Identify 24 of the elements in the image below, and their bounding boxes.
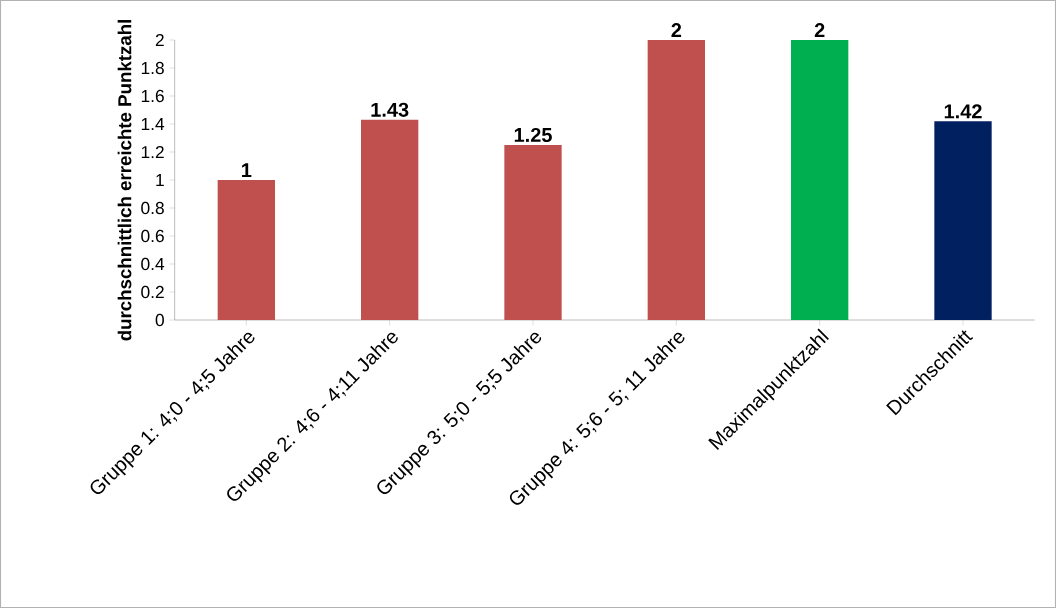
bar xyxy=(791,40,849,320)
y-tick-label: 0.6 xyxy=(141,229,164,243)
y-tick-label: 0.2 xyxy=(141,285,164,299)
bar xyxy=(361,119,419,320)
y-tick-label: 1.8 xyxy=(141,61,164,75)
bar xyxy=(647,40,705,320)
y-tick-label: 1.4 xyxy=(141,118,165,130)
data-label: 1.42 xyxy=(944,104,982,119)
y-tick-label: 2 xyxy=(155,33,164,47)
data-label: 1.43 xyxy=(371,102,409,117)
bar xyxy=(934,121,992,320)
y-tick-label: 0.4 xyxy=(141,257,165,271)
bar xyxy=(217,180,275,320)
data-label: 2 xyxy=(814,23,825,38)
bar xyxy=(504,145,562,320)
y-axis-title: durchschnittlich erreichte Punktzahl xyxy=(117,20,132,341)
data-label: 2 xyxy=(671,23,682,38)
data-label: 1.25 xyxy=(514,127,552,143)
y-tick-label: 0.8 xyxy=(141,201,164,215)
y-tick-label: 1.2 xyxy=(141,145,164,159)
data-label: 1 xyxy=(242,163,252,178)
y-tick-label: 1.6 xyxy=(141,89,164,103)
y-tick-label: 0 xyxy=(155,313,164,327)
y-tick-label: 1 xyxy=(156,174,164,186)
